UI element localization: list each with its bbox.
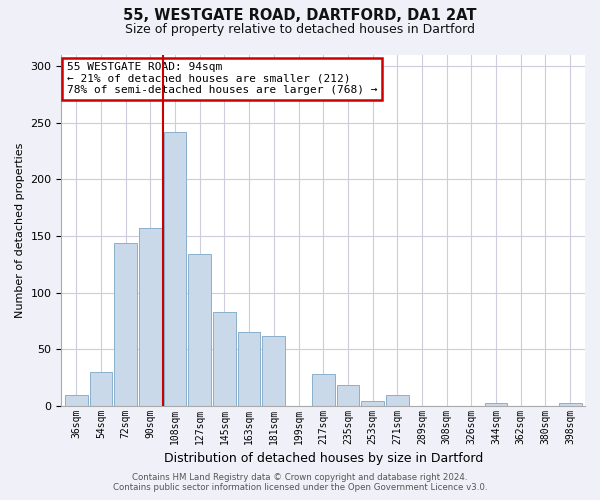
Bar xyxy=(361,401,384,406)
Bar xyxy=(188,254,211,406)
Bar xyxy=(312,374,335,406)
Bar xyxy=(139,228,161,406)
Text: 55, WESTGATE ROAD, DARTFORD, DA1 2AT: 55, WESTGATE ROAD, DARTFORD, DA1 2AT xyxy=(123,8,477,22)
Text: Size of property relative to detached houses in Dartford: Size of property relative to detached ho… xyxy=(125,22,475,36)
X-axis label: Distribution of detached houses by size in Dartford: Distribution of detached houses by size … xyxy=(164,452,483,465)
Bar xyxy=(238,332,260,406)
Bar xyxy=(386,396,409,406)
Bar xyxy=(89,372,112,406)
Text: 55 WESTGATE ROAD: 94sqm
← 21% of detached houses are smaller (212)
78% of semi-d: 55 WESTGATE ROAD: 94sqm ← 21% of detache… xyxy=(67,62,377,95)
Y-axis label: Number of detached properties: Number of detached properties xyxy=(15,142,25,318)
Bar xyxy=(164,132,187,406)
Bar xyxy=(337,386,359,406)
Bar xyxy=(114,243,137,406)
Bar xyxy=(213,312,236,406)
Bar xyxy=(65,396,88,406)
Bar xyxy=(559,404,581,406)
Bar xyxy=(485,404,508,406)
Text: Contains HM Land Registry data © Crown copyright and database right 2024.
Contai: Contains HM Land Registry data © Crown c… xyxy=(113,473,487,492)
Bar xyxy=(262,336,285,406)
